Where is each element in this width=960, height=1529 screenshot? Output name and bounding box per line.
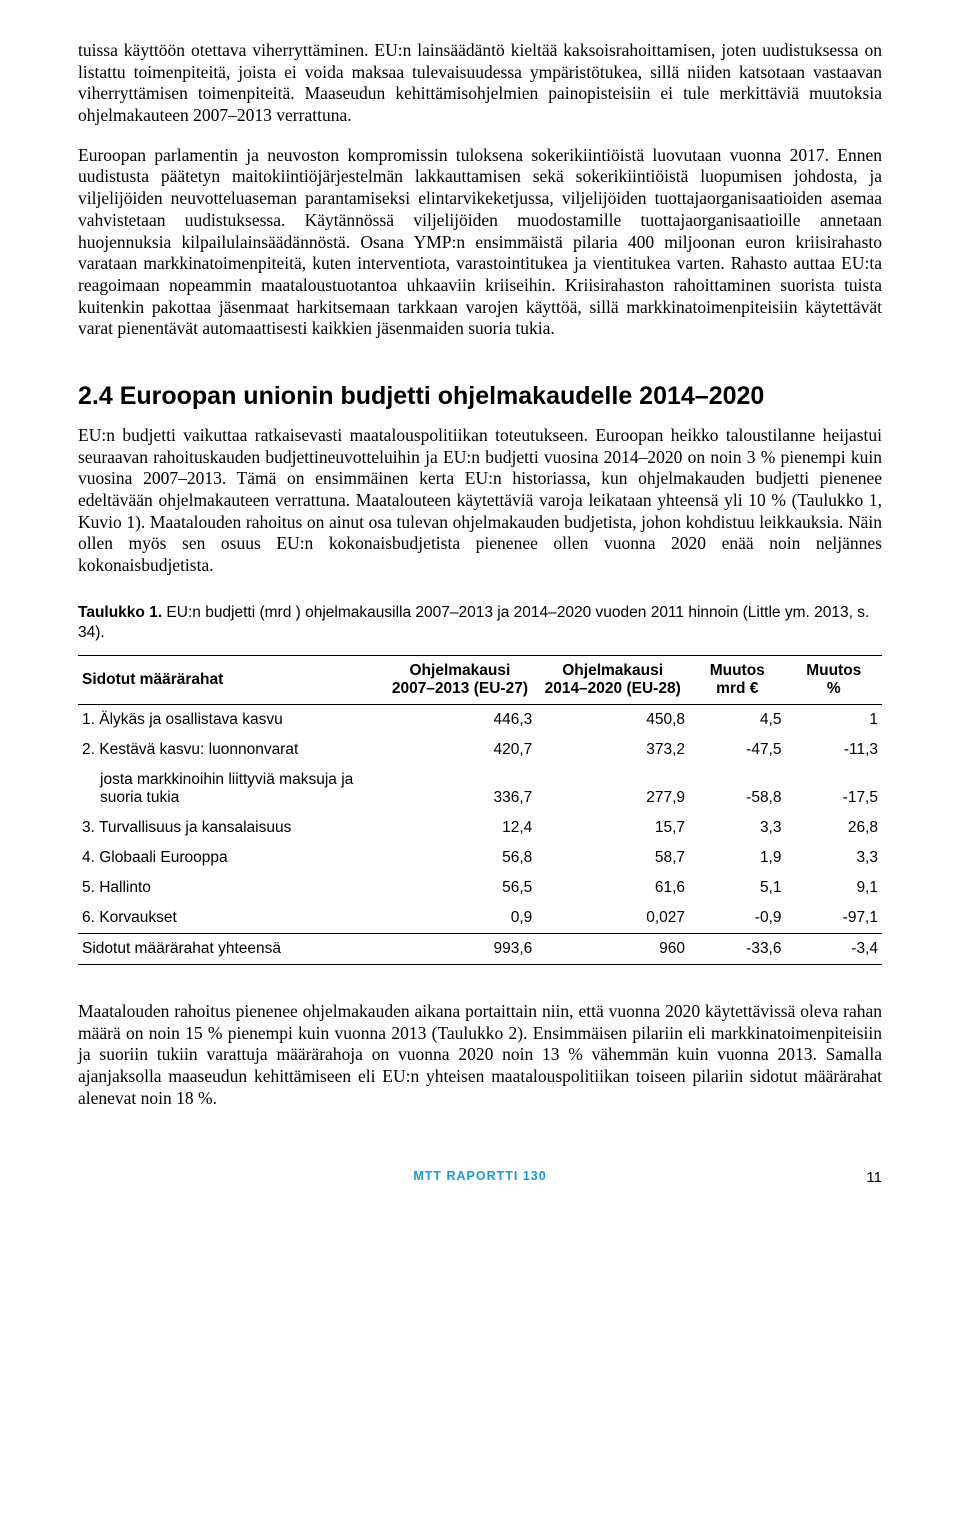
- header-muutos-pct: Muutos%: [786, 656, 883, 705]
- row-value: 61,6: [536, 873, 689, 903]
- row-value: 56,5: [384, 873, 537, 903]
- total-p1: 993,6: [384, 934, 537, 965]
- total-p2: 960: [536, 934, 689, 965]
- row-value: 5,1: [689, 873, 785, 903]
- row-label: 4. Globaali Eurooppa: [78, 843, 384, 873]
- row-label: 2. Kestävä kasvu: luonnonvarat: [78, 735, 384, 765]
- row-value: 277,9: [536, 765, 689, 813]
- footer-report-title: MTT RAPORTTI 130: [413, 1169, 546, 1183]
- paragraph-3: EU:n budjetti vaikuttaa ratkaisevasti ma…: [78, 425, 882, 577]
- total-m2: -3,4: [786, 934, 883, 965]
- row-value: 12,4: [384, 813, 537, 843]
- row-label: 3. Turvallisuus ja kansalaisuus: [78, 813, 384, 843]
- budget-table: Sidotut määrärahat Ohjelmakausi2007–2013…: [78, 655, 882, 965]
- row-value: 1,9: [689, 843, 785, 873]
- row-value: -17,5: [786, 765, 883, 813]
- row-value: 446,3: [384, 705, 537, 736]
- table-row: 4. Globaali Eurooppa56,858,71,93,3: [78, 843, 882, 873]
- row-value: 4,5: [689, 705, 785, 736]
- row-value: -0,9: [689, 903, 785, 934]
- paragraph-4: Maatalouden rahoitus pienenee ohjelmakau…: [78, 1001, 882, 1109]
- row-value: 336,7: [384, 765, 537, 813]
- row-label: josta markkinoihin liittyviä maksuja ja …: [78, 765, 384, 813]
- total-m1: -33,6: [689, 934, 785, 965]
- row-label: 5. Hallinto: [78, 873, 384, 903]
- row-value: 1: [786, 705, 883, 736]
- row-value: 58,7: [536, 843, 689, 873]
- row-value: 373,2: [536, 735, 689, 765]
- row-value: -47,5: [689, 735, 785, 765]
- table-header-row: Sidotut määrärahat Ohjelmakausi2007–2013…: [78, 656, 882, 705]
- section-heading-2-4: 2.4 Euroopan unionin budjetti ohjelmakau…: [78, 382, 882, 411]
- footer-page-number: 11: [866, 1169, 882, 1186]
- row-value: 56,8: [384, 843, 537, 873]
- row-value: 9,1: [786, 873, 883, 903]
- table-caption-text: EU:n budjetti (mrd ) ohjelmakausilla 200…: [78, 604, 869, 641]
- table-row: 5. Hallinto56,561,65,19,1: [78, 873, 882, 903]
- row-value: -97,1: [786, 903, 883, 934]
- table-1-caption: Taulukko 1. EU:n budjetti (mrd ) ohjelma…: [78, 603, 882, 643]
- row-value: 15,7: [536, 813, 689, 843]
- row-value: 3,3: [786, 843, 883, 873]
- document-page: tuissa käyttöön otettava viherryttäminen…: [0, 0, 960, 1213]
- table-total-row: Sidotut määrärahat yhteensä 993,6 960 -3…: [78, 934, 882, 965]
- total-label: Sidotut määrärahat yhteensä: [78, 934, 384, 965]
- table-row: 1. Älykäs ja osallistava kasvu446,3450,8…: [78, 705, 882, 736]
- header-sidotut: Sidotut määrärahat: [78, 656, 384, 705]
- table-caption-label: Taulukko 1.: [78, 604, 162, 621]
- row-value: 26,8: [786, 813, 883, 843]
- table-row: 6. Korvaukset0,90,027-0,9-97,1: [78, 903, 882, 934]
- row-value: -11,3: [786, 735, 883, 765]
- table-row: 2. Kestävä kasvu: luonnonvarat420,7373,2…: [78, 735, 882, 765]
- row-value: 420,7: [384, 735, 537, 765]
- row-value: 0,9: [384, 903, 537, 934]
- row-value: 3,3: [689, 813, 785, 843]
- table-row: josta markkinoihin liittyviä maksuja ja …: [78, 765, 882, 813]
- header-period-2014: Ohjelmakausi2014–2020 (EU-28): [536, 656, 689, 705]
- paragraph-2: Euroopan parlamentin ja neuvoston kompro…: [78, 145, 882, 340]
- row-label: 1. Älykäs ja osallistava kasvu: [78, 705, 384, 736]
- header-period-2007: Ohjelmakausi2007–2013 (EU-27): [384, 656, 537, 705]
- header-muutos-mrd: Muutosmrd €: [689, 656, 785, 705]
- row-label: 6. Korvaukset: [78, 903, 384, 934]
- row-value: 0,027: [536, 903, 689, 934]
- page-footer: MTT RAPORTTI 130 11: [78, 1169, 882, 1183]
- paragraph-1: tuissa käyttöön otettava viherryttäminen…: [78, 40, 882, 127]
- table-row: 3. Turvallisuus ja kansalaisuus12,415,73…: [78, 813, 882, 843]
- row-value: 450,8: [536, 705, 689, 736]
- row-value: -58,8: [689, 765, 785, 813]
